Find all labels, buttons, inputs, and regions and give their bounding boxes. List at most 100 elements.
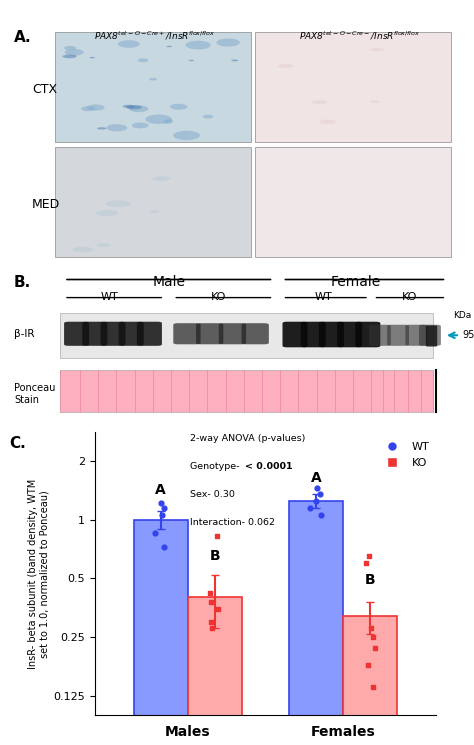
FancyBboxPatch shape (118, 322, 144, 346)
Text: MED: MED (32, 198, 61, 211)
Text: KDa: KDa (453, 311, 472, 320)
Point (369, 632, 377, 644)
Ellipse shape (129, 105, 148, 112)
Point (313, 482, 321, 494)
Ellipse shape (150, 210, 159, 213)
FancyBboxPatch shape (219, 323, 246, 344)
Ellipse shape (231, 60, 238, 61)
Text: Sex- 0.30: Sex- 0.30 (191, 490, 235, 499)
Ellipse shape (132, 122, 149, 128)
FancyBboxPatch shape (173, 323, 201, 344)
Point (318, 510, 325, 522)
FancyBboxPatch shape (387, 325, 409, 346)
Ellipse shape (371, 48, 384, 51)
Point (207, 596, 215, 608)
Text: B: B (365, 574, 375, 587)
Ellipse shape (81, 107, 95, 111)
Ellipse shape (170, 104, 187, 110)
Text: WT: WT (315, 291, 332, 302)
Text: Female: Female (330, 275, 381, 289)
Ellipse shape (166, 45, 172, 47)
Ellipse shape (64, 46, 76, 50)
Point (365, 551, 373, 562)
Bar (289, 501, 343, 745)
Ellipse shape (73, 247, 93, 253)
Ellipse shape (106, 124, 127, 131)
FancyBboxPatch shape (369, 325, 391, 346)
Ellipse shape (145, 115, 172, 124)
FancyBboxPatch shape (64, 322, 89, 346)
FancyBboxPatch shape (55, 147, 251, 257)
Text: B: B (210, 549, 220, 563)
Ellipse shape (319, 119, 337, 124)
Ellipse shape (96, 210, 118, 216)
Ellipse shape (97, 243, 111, 247)
Point (151, 527, 159, 539)
Text: 95: 95 (462, 330, 474, 340)
Point (208, 616, 215, 628)
Legend: WT, KO: WT, KO (376, 437, 434, 472)
Text: PAX8$^{tet-O-Cre-}$/InsR$^{flox/flox}$: PAX8$^{tet-O-Cre-}$/InsR$^{flox/flox}$ (299, 30, 420, 42)
Point (306, 501, 313, 513)
FancyBboxPatch shape (137, 322, 162, 346)
Ellipse shape (87, 104, 105, 110)
Text: A: A (155, 484, 166, 497)
Ellipse shape (97, 127, 106, 130)
FancyBboxPatch shape (60, 370, 433, 412)
FancyBboxPatch shape (242, 323, 269, 344)
Point (157, 497, 164, 509)
FancyBboxPatch shape (301, 322, 326, 347)
Text: WT: WT (100, 291, 118, 302)
Text: KO: KO (402, 291, 418, 302)
Point (160, 501, 168, 513)
Text: Male: Male (152, 275, 185, 289)
FancyBboxPatch shape (319, 322, 344, 347)
Text: A.: A. (14, 30, 32, 45)
Text: KO: KO (211, 291, 227, 302)
Ellipse shape (165, 119, 173, 122)
Text: 2-way ANOVA (p-values): 2-way ANOVA (p-values) (191, 434, 306, 443)
FancyBboxPatch shape (55, 32, 251, 142)
Point (372, 642, 379, 654)
Bar (134, 519, 188, 745)
Point (362, 557, 370, 569)
Text: Ponceau
Stain: Ponceau Stain (14, 383, 55, 405)
Ellipse shape (64, 49, 84, 56)
Point (206, 587, 214, 599)
Text: CTX: CTX (32, 83, 57, 96)
Ellipse shape (163, 121, 173, 124)
Ellipse shape (152, 176, 170, 181)
FancyBboxPatch shape (196, 323, 223, 344)
Text: B.: B. (14, 275, 31, 290)
Ellipse shape (149, 77, 157, 80)
Point (160, 542, 168, 554)
Ellipse shape (118, 40, 140, 48)
Point (159, 510, 166, 522)
Ellipse shape (90, 57, 95, 58)
FancyBboxPatch shape (426, 326, 437, 346)
Ellipse shape (185, 41, 210, 49)
Y-axis label: InsR- beta subunit (band density, WTM
set to 1.0, normalized to Ponceau): InsR- beta subunit (band density, WTM se… (27, 478, 49, 669)
FancyBboxPatch shape (283, 322, 308, 347)
FancyBboxPatch shape (356, 322, 380, 347)
Bar (188, 597, 242, 745)
FancyBboxPatch shape (82, 322, 107, 346)
Point (367, 622, 374, 634)
Text: A: A (310, 471, 321, 485)
Point (214, 603, 222, 615)
Point (312, 495, 320, 507)
Ellipse shape (189, 60, 194, 61)
Ellipse shape (277, 64, 293, 68)
Text: PAX8$^{tet-O-Cre+}$/InsR$^{flox/flox}$: PAX8$^{tet-O-Cre+}$/InsR$^{flox/flox}$ (94, 30, 216, 42)
FancyBboxPatch shape (405, 325, 427, 346)
Text: Genotype-: Genotype- (191, 462, 243, 471)
Point (213, 530, 221, 542)
Ellipse shape (370, 101, 380, 103)
Point (369, 681, 377, 693)
Ellipse shape (217, 39, 240, 47)
FancyBboxPatch shape (60, 313, 433, 358)
Point (316, 488, 324, 500)
FancyBboxPatch shape (100, 322, 126, 346)
Text: β-IR: β-IR (14, 329, 35, 339)
Ellipse shape (311, 100, 328, 104)
